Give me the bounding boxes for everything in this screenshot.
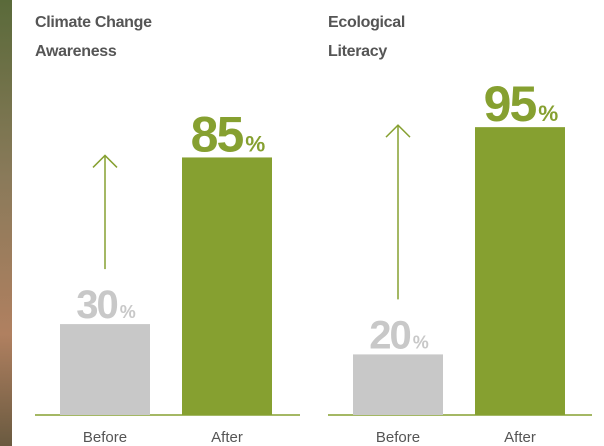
bar xyxy=(182,157,272,415)
arrow-head xyxy=(385,124,411,138)
x-tick-label: After xyxy=(211,429,243,446)
bar xyxy=(353,354,443,415)
bar xyxy=(475,127,565,416)
photo-strip xyxy=(0,0,12,446)
arrow-head xyxy=(92,154,118,168)
x-tick-label: After xyxy=(504,429,536,446)
chart-title: Climate Change Awareness xyxy=(35,14,152,60)
chart-title: Ecological Literacy xyxy=(328,14,406,60)
bar xyxy=(60,324,150,415)
x-tick-label: Before xyxy=(376,429,420,446)
value-label: 95% xyxy=(484,76,559,132)
x-tick-label: Before xyxy=(83,429,127,446)
value-label: 85% xyxy=(191,106,266,162)
value-label: 30% xyxy=(76,283,136,327)
value-label: 20% xyxy=(369,313,429,357)
